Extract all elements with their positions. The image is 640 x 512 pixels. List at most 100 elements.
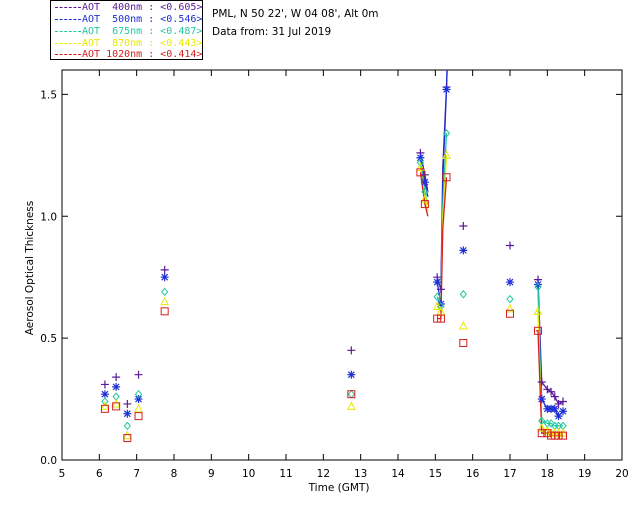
x-tick-label: 16 (466, 468, 480, 480)
x-tick-label: 12 (317, 468, 330, 480)
legend-label-400nm: AOT 400nm : <0.605> (82, 2, 203, 13)
data-point (420, 170, 429, 179)
x-tick-label: 19 (578, 468, 591, 480)
data-point (123, 434, 132, 443)
data-point (111, 398, 121, 408)
legend-item-1020nm: AOT 1020nm : <0.414> (51, 49, 203, 61)
data-point (347, 346, 356, 355)
data-point (459, 289, 467, 299)
legend-item-870nm: AOT 870nm : <0.443> (51, 38, 203, 50)
series-markers (100, 83, 568, 443)
data-point (160, 273, 169, 282)
y-axis-label: Aerosol Optical Thickness (24, 201, 36, 335)
y-tick-label: 1.5 (40, 89, 57, 101)
data-point (554, 412, 563, 421)
data-point (112, 382, 121, 391)
data-point (134, 403, 143, 413)
site-info: PML, N 50 22', W 04 08', Alt 0m (212, 8, 379, 20)
legend-item-500nm: AOT 500nm : <0.546> (51, 14, 202, 26)
y-tick-label: 0.5 (40, 333, 57, 345)
data-point (432, 301, 442, 310)
series-line (437, 177, 448, 320)
series-lines (419, 70, 564, 437)
data-point (534, 326, 542, 335)
x-tick-label: 6 (96, 468, 103, 480)
legend-label-870nm: AOT 870nm : <0.443> (82, 38, 203, 49)
data-point (537, 378, 546, 386)
x-tick-label: 18 (541, 468, 554, 480)
legend-label-1020nm: AOT 1020nm : <0.414> (82, 49, 203, 60)
legend-label-675nm: AOT 675nm : <0.487> (82, 26, 203, 37)
x-tick-label: 8 (171, 468, 178, 480)
data-point (442, 85, 451, 94)
data-point (112, 373, 121, 382)
data-point (554, 431, 563, 440)
data-point (160, 307, 169, 316)
data-point (534, 280, 542, 289)
data-point (347, 401, 356, 410)
data-point (459, 222, 468, 230)
data-point (459, 246, 468, 255)
data-point (559, 397, 568, 406)
data-point (134, 389, 143, 399)
data-point (436, 285, 445, 294)
data-point (416, 168, 425, 177)
data-point (420, 178, 429, 187)
data-point (537, 429, 546, 438)
series-line (419, 172, 429, 217)
data-point (100, 390, 109, 399)
legend-swatch-400nm (55, 7, 81, 8)
data-point (537, 395, 546, 404)
data-point (123, 421, 131, 431)
data-point (433, 278, 442, 287)
data-point (134, 412, 143, 421)
data-point (416, 162, 425, 171)
data-point (112, 402, 121, 411)
y-tick-label: 0.0 (40, 455, 57, 467)
legend-item-675nm: AOT 675nm : <0.487> (51, 26, 203, 38)
data-point (347, 390, 356, 399)
date-info: Data from: 31 Jul 2019 (212, 26, 332, 38)
legend: AOT 400nm : <0.605> AOT 500nm : <0.546> … (50, 0, 203, 60)
data-point (547, 419, 555, 428)
data-point (559, 407, 568, 416)
data-point (554, 399, 563, 408)
x-tick-label: 13 (354, 468, 367, 480)
data-point (416, 153, 425, 162)
data-point (550, 404, 559, 413)
data-point (123, 409, 132, 418)
data-point (533, 306, 543, 315)
y-tick-label: 1.0 (40, 211, 57, 223)
data-point (442, 173, 451, 182)
data-point (161, 287, 169, 297)
data-point (100, 401, 110, 410)
data-point (558, 428, 568, 437)
data-point (134, 370, 143, 379)
data-point (505, 303, 515, 313)
axis-ticks: 5 6 7 8 9 10 11 12 13 14 15 16 17 18 19 20 0.0 0.5 1.0 1.5 (40, 70, 629, 480)
x-tick-label: 9 (208, 468, 215, 480)
legend-swatch-1020nm (55, 54, 81, 55)
x-tick-label: 7 (133, 468, 140, 480)
x-axis-label: Time (GMT) (308, 482, 370, 494)
data-point (442, 129, 451, 138)
data-point (506, 309, 514, 318)
data-point (534, 282, 542, 292)
data-point (160, 265, 169, 274)
x-tick-label: 15 (429, 468, 442, 480)
x-tick-label: 11 (279, 468, 292, 480)
data-point (436, 306, 446, 315)
x-tick-label: 17 (503, 468, 516, 480)
data-point (436, 314, 445, 323)
x-tick-label: 14 (391, 468, 405, 480)
legend-swatch-675nm (55, 31, 81, 32)
legend-swatch-500nm (55, 19, 81, 20)
data-point (506, 278, 514, 287)
data-point (134, 395, 143, 404)
data-point (537, 423, 547, 432)
plot-frame (61, 69, 623, 461)
data-point (433, 292, 441, 301)
data-point (160, 296, 169, 306)
legend-item-400nm: AOT 400nm : <0.605> (51, 2, 203, 14)
